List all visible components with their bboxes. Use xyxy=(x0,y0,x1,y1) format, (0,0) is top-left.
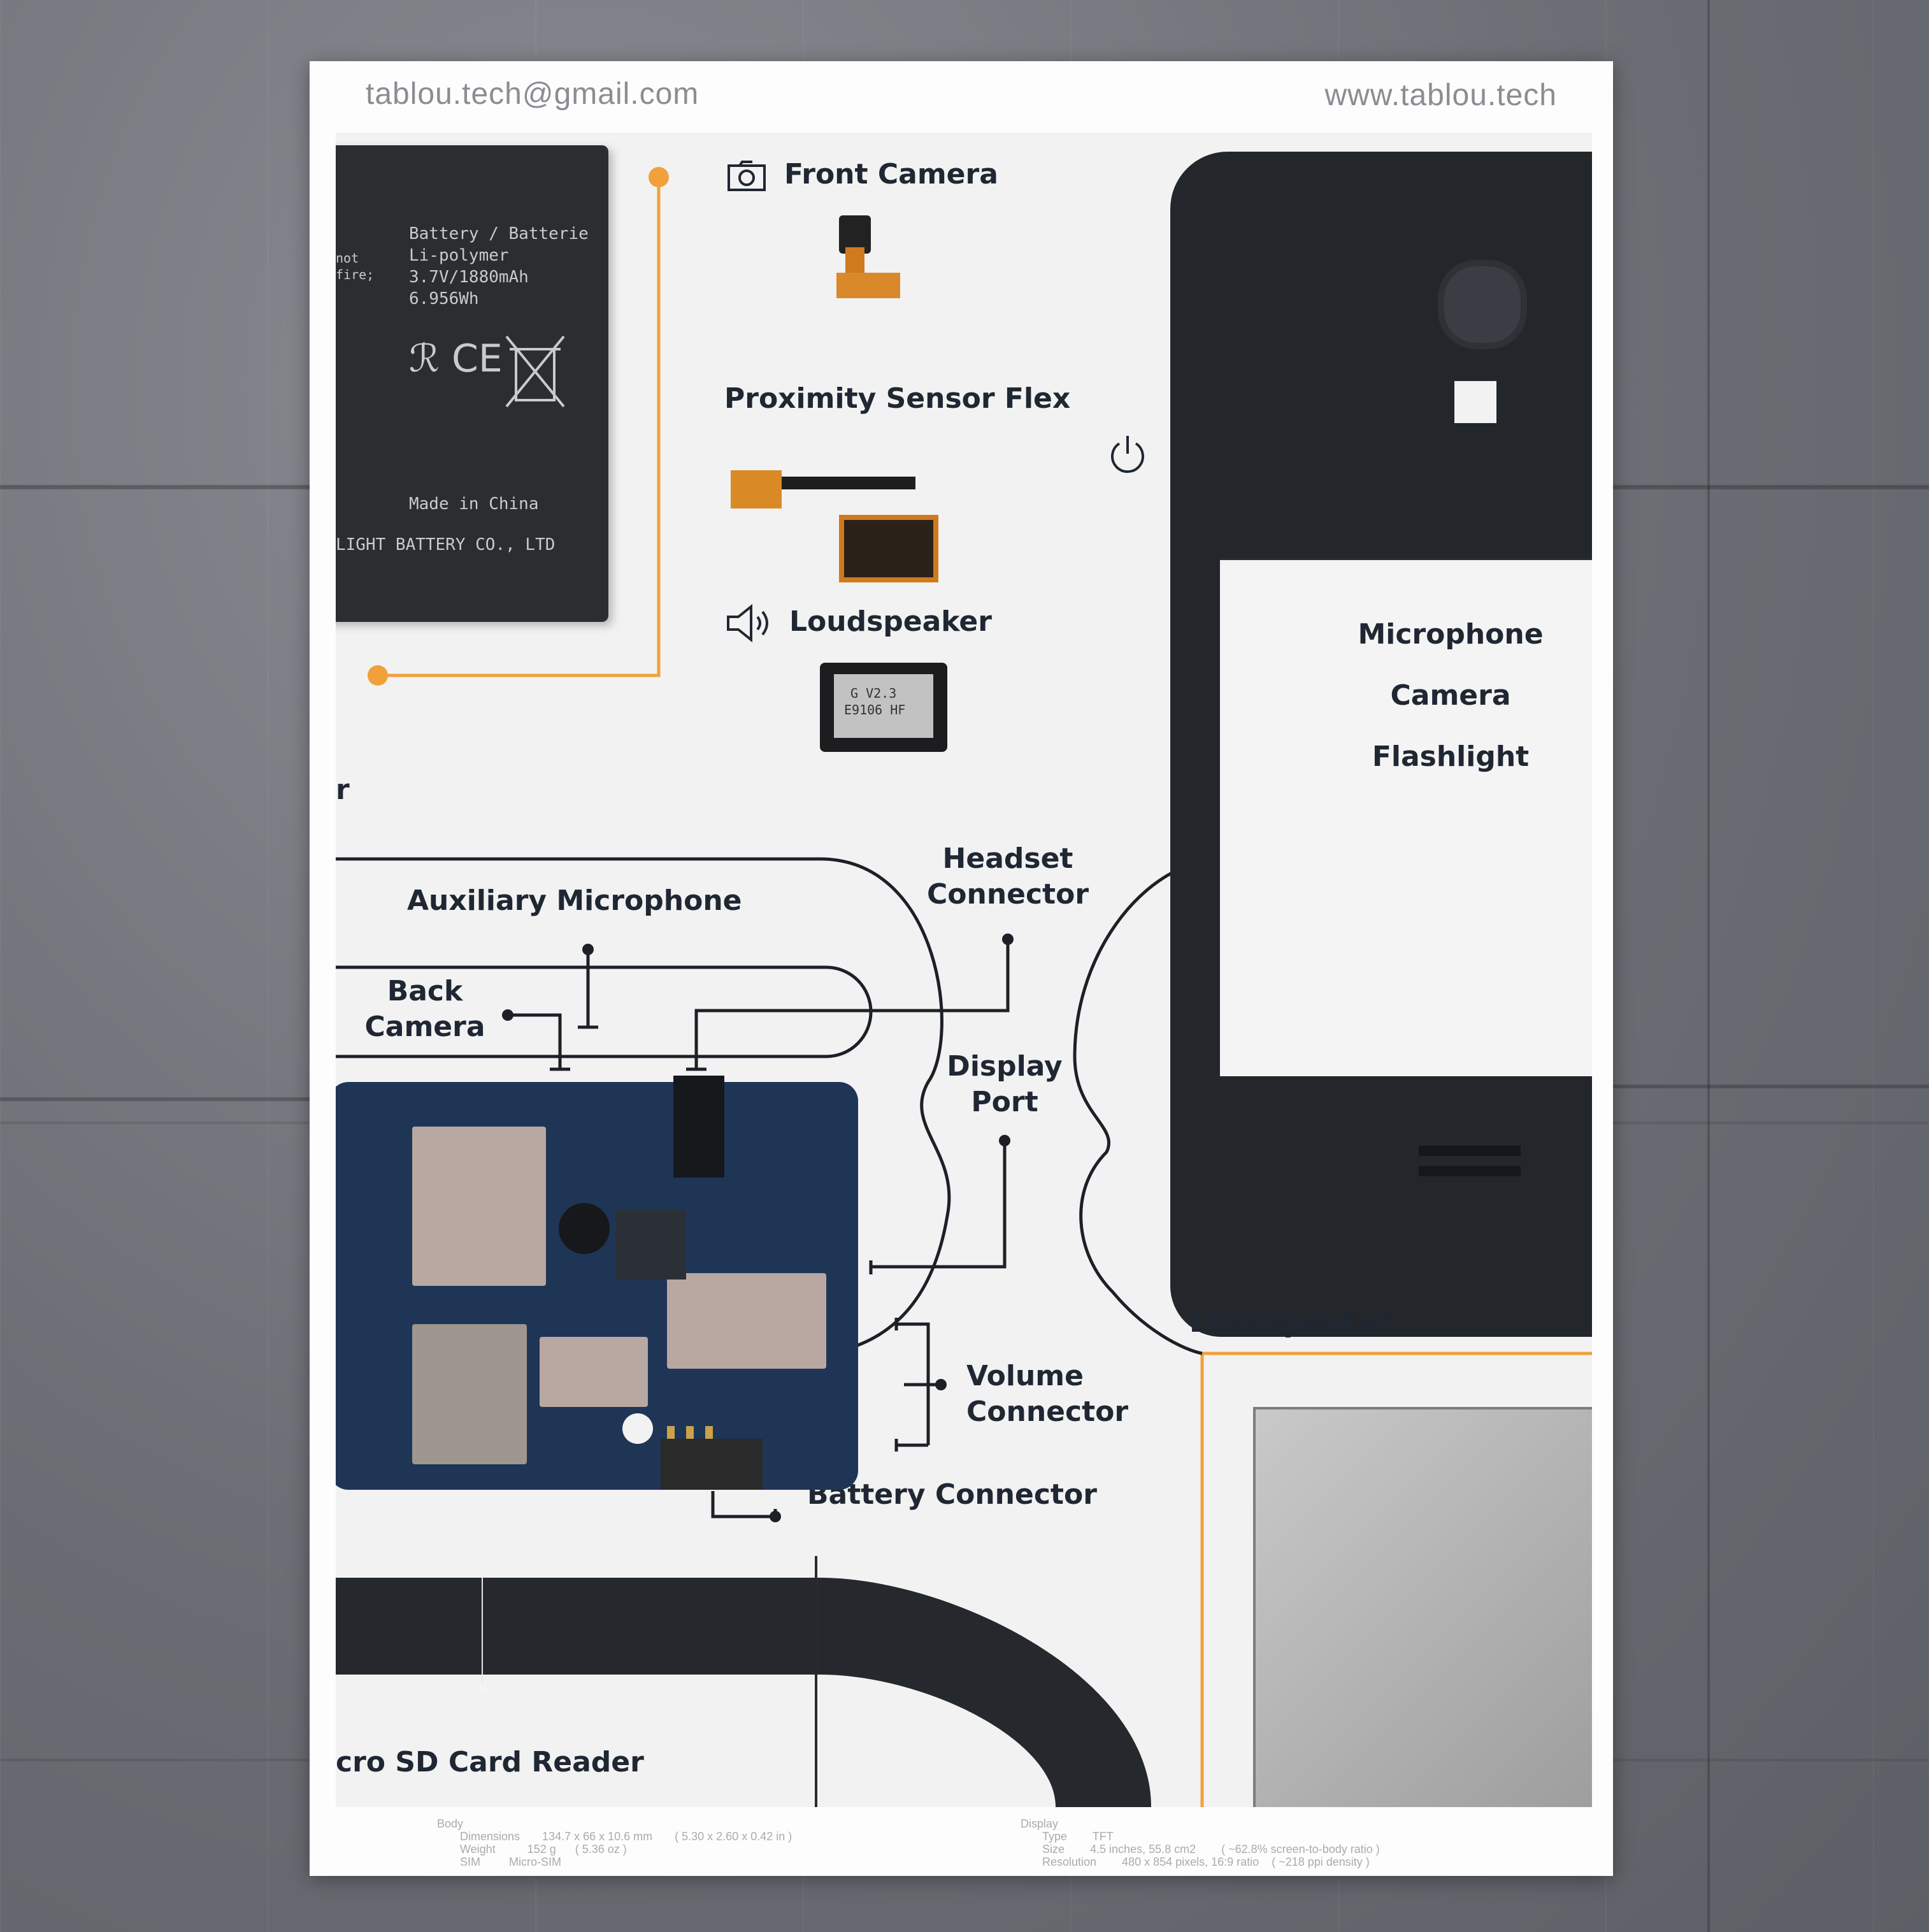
board-pads xyxy=(705,1426,713,1439)
board-pads xyxy=(686,1426,694,1439)
front-camera-label: Front Camera xyxy=(784,158,998,191)
headset-line2: Connector xyxy=(926,878,1089,911)
speaker-icon xyxy=(727,604,768,642)
board-shield xyxy=(540,1337,648,1407)
board-shield xyxy=(667,1273,826,1369)
specs-display-line: Size 4.5 inches, 55.8 cm2 ( ~62.8% scree… xyxy=(1042,1843,1380,1856)
display-line2: Port xyxy=(971,1086,1038,1118)
grille xyxy=(1419,1166,1521,1176)
wall-seam xyxy=(1613,1085,1929,1088)
front-camera-flex xyxy=(836,273,900,298)
specs-body-title: Body xyxy=(437,1817,464,1830)
aux-mic-label: Auxiliary Microphone xyxy=(407,884,742,917)
battery-side-text: fire; xyxy=(336,267,375,282)
power-icon xyxy=(1111,436,1144,473)
battery-connector-label: Battery Connector xyxy=(807,1478,1097,1511)
proximity-flex-part xyxy=(731,470,782,508)
battery-type: Li-polymer xyxy=(409,246,509,265)
speaker-code: G V2.3 xyxy=(850,686,897,701)
battery-part: Battery / Batterie Li-polymer 3.7V/1880m… xyxy=(336,145,608,622)
cover-cutout xyxy=(1220,558,1592,1076)
battery-maker: LIGHT BATTERY CO., LTD xyxy=(336,535,556,554)
back-line2: Camera xyxy=(364,1011,485,1043)
board-pads xyxy=(667,1426,675,1439)
battery-side-text: not xyxy=(336,250,359,266)
proximity-flex-part xyxy=(839,515,938,582)
battery-energy: 6.956Wh xyxy=(409,289,479,308)
volume-line2: Connector xyxy=(966,1395,1129,1428)
screen-metal-plate xyxy=(1253,1407,1592,1807)
headset-connector-label: Headset Connector xyxy=(909,841,1107,912)
orange-dot xyxy=(368,665,388,686)
proximity-sensor-label: Proximity Sensor Flex xyxy=(724,382,1071,415)
specs-display-line: Type TFT xyxy=(1042,1830,1114,1843)
sd-reader-label: cro SD Card Reader xyxy=(336,1746,644,1778)
front-camera-flex xyxy=(845,247,864,273)
headset-line1: Headset xyxy=(942,842,1073,875)
specs-display-title: Display xyxy=(1021,1817,1059,1830)
grille xyxy=(1419,1146,1521,1156)
flash-hole xyxy=(1454,381,1496,423)
board-outline xyxy=(336,857,951,1358)
wall-seam xyxy=(0,486,310,489)
specs-body-line: SIM Micro-SIM xyxy=(460,1856,562,1868)
board-chip xyxy=(559,1203,610,1254)
poster-frame: tablou.tech@gmail.com www.tablou.tech xyxy=(310,61,1613,1876)
board-hole xyxy=(622,1413,653,1444)
proximity-flex-part xyxy=(782,477,915,489)
loudspeaker-top-label: Loudspeaker xyxy=(789,605,992,638)
specs-body-line: Dimensions 134.7 x 66 x 10.6 mm ( 5.30 x… xyxy=(460,1830,792,1843)
cert-marks-icon: ℛ CE xyxy=(409,336,503,381)
volume-line1: Volume xyxy=(966,1360,1084,1392)
volume-connector-label: Volume Connector xyxy=(966,1359,1128,1430)
camera-label: Camera xyxy=(1390,679,1511,712)
cut-off-label: r xyxy=(336,774,350,806)
recycle-bin-icon xyxy=(505,335,565,408)
motherboard-part xyxy=(336,1076,858,1490)
display-port-label: Display Port xyxy=(922,1049,1087,1120)
board-chip xyxy=(616,1209,686,1280)
flashlight-label: Flashlight xyxy=(1372,740,1530,773)
wall-seam xyxy=(0,1097,310,1101)
specs-body-line: Weight 152 g ( 5.36 oz ) xyxy=(460,1843,627,1856)
battery-voltage: 3.7V/1880mAh xyxy=(409,268,529,287)
board-shield xyxy=(412,1127,546,1286)
board-connector xyxy=(661,1439,763,1490)
board-shield xyxy=(412,1324,527,1464)
display-line1: Display xyxy=(947,1050,1063,1083)
loudspeaker-plate: G V2.3 E9106 HF xyxy=(834,674,933,738)
loudspeaker-part: G V2.3 E9106 HF xyxy=(820,663,947,752)
wall-seam xyxy=(1613,486,1929,489)
back-camera-label: Back Camera xyxy=(348,974,501,1045)
speaker-code: E9106 HF xyxy=(844,702,906,717)
specs-display-line: Resolution 480 x 854 pixels, 16:9 ratio … xyxy=(1042,1856,1370,1868)
loudspeaker-bottom-label: Loudspeaker xyxy=(1189,1306,1392,1339)
website-text: www.tablou.tech xyxy=(1324,78,1557,112)
battery-frame-line xyxy=(378,177,661,677)
battery-origin: Made in China xyxy=(409,494,539,514)
camera-icon xyxy=(728,161,766,191)
sd-reader-outline xyxy=(336,1578,1151,1807)
cover-outline xyxy=(1073,863,1203,1355)
exploded-view-panel: Battery / Batterie Li-polymer 3.7V/1880m… xyxy=(336,133,1592,1807)
back-line1: Back xyxy=(387,975,463,1007)
wall-seam xyxy=(1707,0,1710,1932)
board-chip xyxy=(673,1076,724,1178)
orange-dot xyxy=(649,167,669,187)
email-text: tablou.tech@gmail.com xyxy=(366,77,699,111)
back-camera-hole xyxy=(1438,260,1527,349)
battery-title: Battery / Batterie xyxy=(409,224,589,243)
microphone-label: Microphone xyxy=(1358,618,1544,651)
